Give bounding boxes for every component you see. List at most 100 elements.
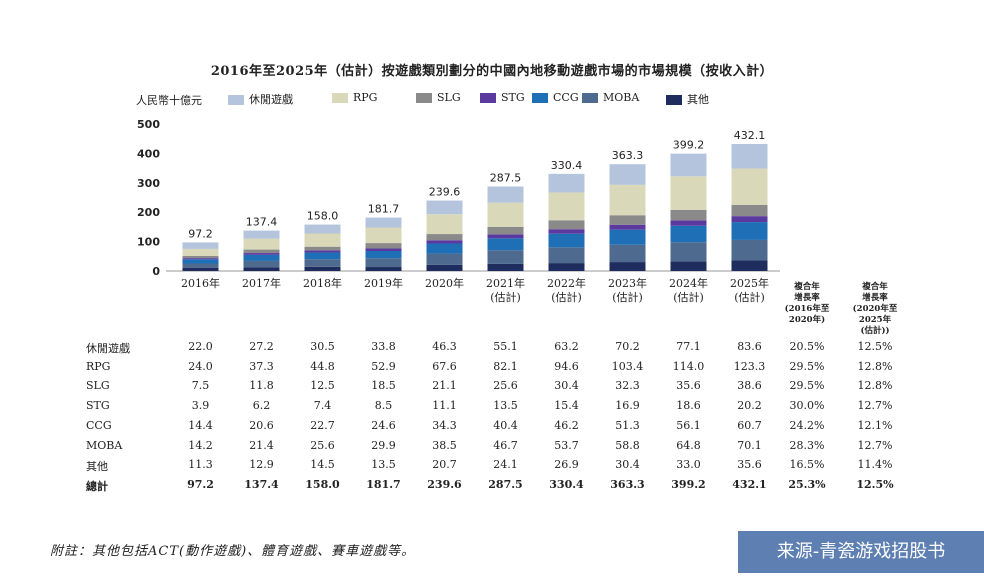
table-cell: 8.5 <box>374 399 393 413</box>
bar-total-label: 399.2 <box>673 139 705 152</box>
table-cell: 22.7 <box>310 418 335 432</box>
bar-segment <box>304 250 341 253</box>
bar-segment <box>609 262 646 271</box>
table-cell: 24.0 <box>188 359 213 373</box>
y-tick-label: 200 <box>137 206 160 219</box>
table-cell: 35.6 <box>737 458 762 472</box>
legend-label: RPG <box>353 91 378 104</box>
table-row: MOBA 14.2 21.4 25.6 29.9 38.5 46.7 53.7 58.8 64.8… <box>86 439 906 457</box>
table-row: 其他 11.3 12.9 14.5 13.5 20.7 24.1 26.9 30.4 33.0 35… <box>86 458 906 476</box>
bar-segment <box>609 229 646 245</box>
bar-segment <box>548 173 585 193</box>
x-tick-label-sub: (估計) <box>734 290 765 304</box>
table-cell: 3.9 <box>191 399 210 413</box>
table-cell: 94.6 <box>554 359 579 373</box>
table-cell: 14.4 <box>188 418 213 432</box>
bar-segment <box>365 227 402 244</box>
legend-swatch <box>332 93 348 103</box>
bar-segment <box>243 238 280 250</box>
table-cell: 56.1 <box>676 418 701 432</box>
cagr-header-line: 2020年) <box>788 315 826 325</box>
bar-segment <box>304 224 341 234</box>
bar-segment <box>426 240 463 244</box>
legend-label: 其他 <box>687 93 709 106</box>
bar-segment <box>487 226 524 235</box>
bar-total-label: 137.4 <box>246 216 278 229</box>
table-cell: 53.7 <box>554 438 579 452</box>
table-cell: 30.4 <box>554 379 579 393</box>
table-cell: 12.5 <box>310 379 335 393</box>
x-tick-label: 2018年 <box>303 276 342 290</box>
bar-segment <box>243 253 280 255</box>
bar-segment <box>365 243 402 249</box>
bar-segment <box>426 200 463 215</box>
bar-segment <box>365 248 402 252</box>
bar-segment <box>731 168 768 205</box>
table-row: CCG 14.4 20.6 22.7 24.6 34.3 40.4 46.2 51.3 56.1 6… <box>86 419 906 437</box>
bar-segment <box>731 143 768 169</box>
table-cell: 16.9 <box>615 399 640 413</box>
table-cell: 38.6 <box>737 379 762 393</box>
x-tick-label: 2023年 <box>608 276 647 290</box>
source-badge: 来源-青瓷游戏招股书 <box>738 531 984 573</box>
table-cell: 14.5 <box>310 458 335 472</box>
table-cell: 35.6 <box>676 379 701 393</box>
legend-item: MOBA <box>582 91 639 104</box>
bar-segment <box>548 263 585 271</box>
legend-swatch <box>666 95 682 105</box>
bar-total-label: 158.0 <box>307 210 339 223</box>
table-cell: 46.3 <box>432 340 457 353</box>
y-tick-label: 400 <box>137 147 160 160</box>
bar-segment <box>426 234 463 241</box>
bar-segment <box>670 220 707 226</box>
table-cell: 20.7 <box>432 458 457 472</box>
table-cell: 114.0 <box>672 359 705 373</box>
table-cell: 63.2 <box>554 340 579 353</box>
table-cell: 6.2 <box>252 399 271 413</box>
bar-segment <box>182 258 219 260</box>
bar-segment <box>670 153 707 177</box>
bar-segment <box>670 242 707 262</box>
bar-segment <box>487 234 524 239</box>
table-cell: 70.2 <box>615 340 640 353</box>
y-tick-label: 500 <box>137 118 160 131</box>
legend-item: RPG <box>332 91 377 104</box>
table-cell: 46.2 <box>554 418 579 432</box>
cagr-header: 複合年 增長率 (2016年至 2020年) <box>772 282 842 326</box>
bar-segment <box>487 263 524 271</box>
table-cell: 82.1 <box>493 359 518 373</box>
table-cell: 33.8 <box>371 340 396 353</box>
table-cell: 97.2 <box>187 477 214 491</box>
bar-segment <box>731 216 768 223</box>
bar-total-label: 363.3 <box>612 149 644 162</box>
table-cell: 287.5 <box>488 477 523 491</box>
table-cell: 33.0 <box>676 458 701 472</box>
table-cell: 181.7 <box>366 477 401 491</box>
x-tick-label: 2022年 <box>547 276 586 290</box>
table-cell: 64.8 <box>676 438 701 452</box>
legend-swatch <box>532 93 548 103</box>
table-row: STG 3.9 6.2 7.4 8.5 11.1 13.5 15.4 16.9 18.6 20.2 3… <box>86 399 906 417</box>
table-cell: 46.7 <box>493 438 518 452</box>
table-cagr-cell: 20.5% <box>789 340 825 353</box>
table-cell: 20.6 <box>249 418 274 432</box>
bar-segment <box>426 243 463 254</box>
table-cell: 399.2 <box>671 477 706 491</box>
cagr-header-line: (2020年至 <box>852 304 898 314</box>
table-cell: 11.1 <box>432 399 457 413</box>
stacked-bar-chart: 0 100 200 300 400 500 97.2 2016年 137.4 2017年 158.0… <box>137 118 780 304</box>
legend-item: CCG <box>532 91 579 104</box>
table-row-label: RPG <box>86 359 111 373</box>
table-cell: 11.3 <box>188 458 213 472</box>
chart-title: 2016年至2025年（估計）按遊戲類別劃分的中國內地移動遊戲市場的市場規模（按… <box>210 64 774 79</box>
bar-segment <box>182 259 219 264</box>
bar-segment <box>670 209 707 221</box>
x-tick-label: 2020年 <box>425 276 464 290</box>
table-cell: 20.2 <box>737 399 762 413</box>
bar-segment <box>609 224 646 230</box>
legend-label: CCG <box>553 91 579 104</box>
y-axis-unit-label: 人民幣十億元 <box>136 94 202 107</box>
bar-segment <box>731 239 768 261</box>
x-tick-label: 2024年 <box>669 276 708 290</box>
table-cell: 239.6 <box>427 477 462 491</box>
